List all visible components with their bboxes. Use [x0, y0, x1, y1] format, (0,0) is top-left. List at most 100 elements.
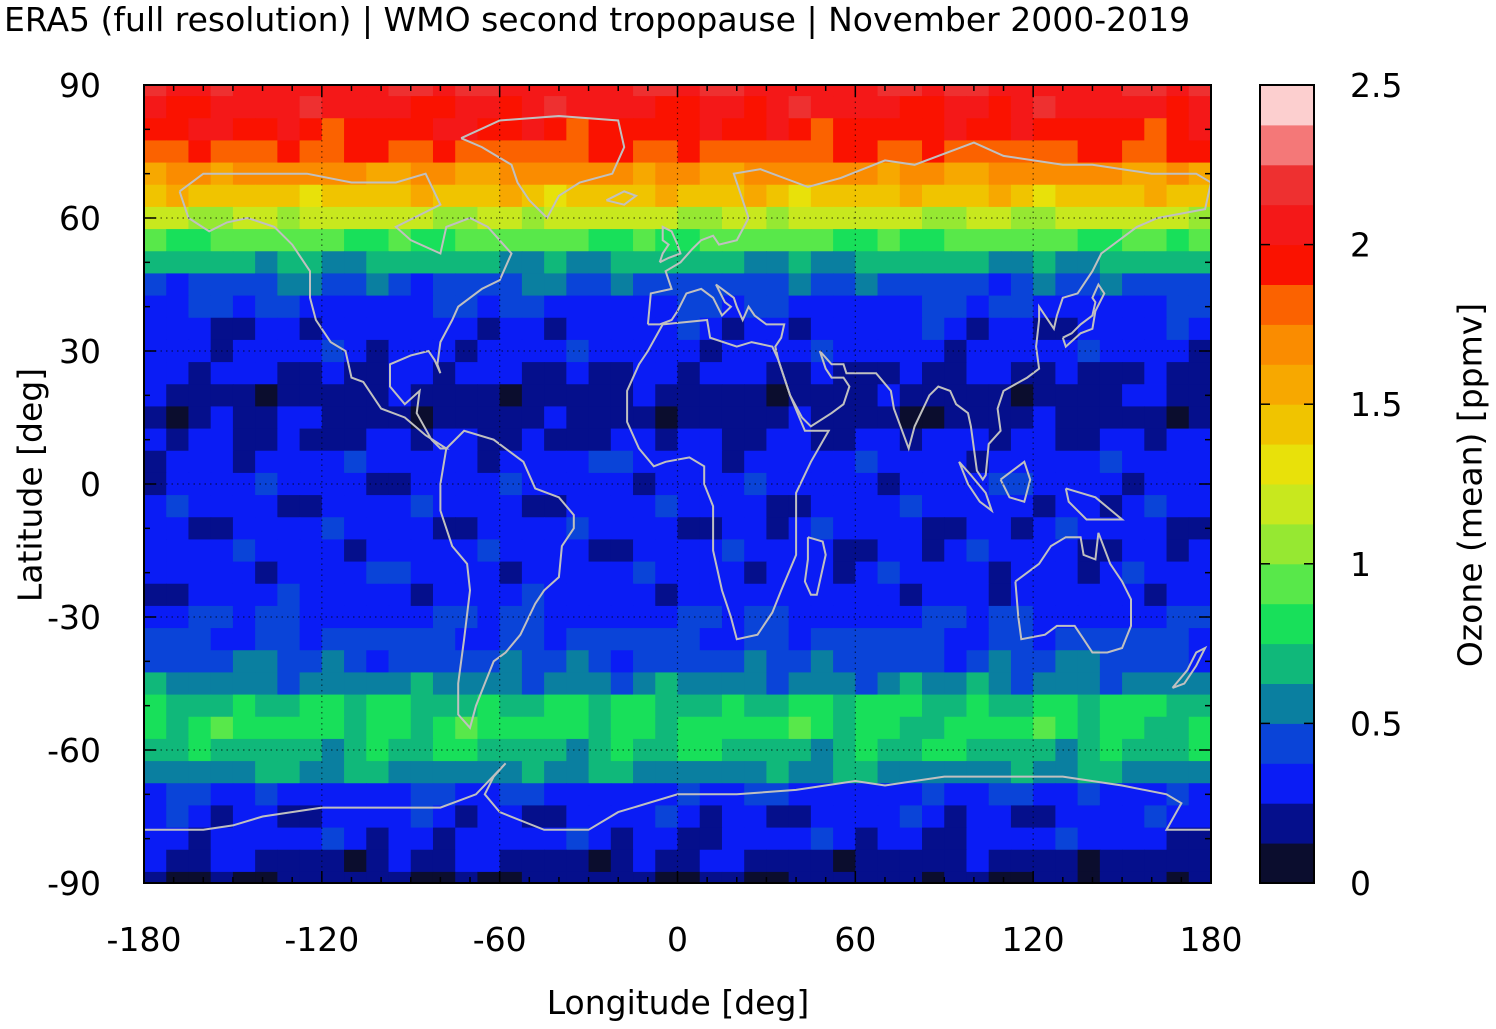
heatmap-cell: [810, 871, 834, 883]
heatmap-cell: [499, 694, 523, 718]
heatmap-cell: [232, 583, 256, 607]
heatmap-cell: [144, 229, 167, 252]
heatmap-cell: [255, 716, 278, 740]
heatmap-cell: [633, 716, 656, 740]
heatmap-cell: [922, 716, 945, 740]
heatmap-cell: [388, 118, 412, 142]
heatmap-cell: [633, 273, 656, 297]
heatmap-cell: [166, 317, 190, 341]
heatmap-cell: [610, 472, 634, 496]
heatmap-cell: [944, 849, 968, 873]
heatmap-cell: [277, 716, 301, 740]
heatmap-cell: [877, 827, 901, 851]
heatmap-cell: [699, 184, 723, 208]
heatmap-cell: [833, 694, 856, 718]
heatmap-cell: [321, 85, 345, 97]
heatmap-cell: [833, 472, 856, 496]
heatmap-cell: [721, 694, 745, 718]
heatmap-cell: [588, 738, 612, 762]
heatmap-cell: [833, 162, 856, 186]
heatmap-cell: [1188, 716, 1211, 740]
heatmap-cell: [144, 251, 167, 275]
heatmap-cell: [588, 583, 612, 607]
heatmap-cell: [388, 317, 412, 341]
heatmap-cell: [521, 406, 545, 430]
heatmap-cell: [344, 783, 367, 807]
heatmap-cell: [677, 428, 701, 452]
heatmap-cell: [721, 140, 745, 164]
heatmap-cell: [677, 295, 701, 319]
heatmap-cell: [210, 362, 234, 385]
heatmap-cell: [566, 96, 590, 119]
heatmap-cell: [610, 162, 634, 186]
heatmap-cell: [1166, 650, 1190, 674]
heatmap-cell: [255, 339, 278, 363]
heatmap-cell: [766, 561, 790, 585]
heatmap-cell: [455, 650, 479, 674]
heatmap-cell: [1077, 85, 1101, 97]
heatmap-cell: [855, 229, 879, 252]
heatmap-cell: [855, 495, 879, 518]
heatmap-cell: [1033, 716, 1056, 740]
heatmap-cell: [1188, 495, 1211, 518]
heatmap-cell: [610, 428, 634, 452]
heatmap-cell: [1055, 162, 1079, 186]
heatmap-cell: [655, 561, 679, 585]
x-axis-label: Longitude [deg]: [546, 983, 810, 1022]
colorbar-tick-label: 2: [1350, 226, 1371, 265]
heatmap-cell: [255, 362, 278, 385]
heatmap-cell: [499, 628, 523, 651]
heatmap-cell: [388, 738, 412, 762]
heatmap-cell: [610, 85, 634, 97]
heatmap-cell: [188, 805, 212, 829]
heatmap-cell: [477, 539, 501, 563]
heatmap-cell: [922, 317, 945, 341]
heatmap-cell: [810, 849, 834, 873]
heatmap-cell: [366, 317, 390, 341]
heatmap-cell: [432, 849, 456, 873]
heatmap-cell: [1144, 672, 1168, 696]
heatmap-cell: [1033, 251, 1056, 275]
heatmap-cell: [1010, 184, 1034, 208]
heatmap-cell: [499, 295, 523, 319]
heatmap-cell: [588, 362, 612, 385]
heatmap-cell: [344, 761, 367, 784]
heatmap-cell: [810, 251, 834, 275]
heatmap-cell: [744, 273, 768, 297]
heatmap-cell: [655, 428, 679, 452]
heatmap-cell: [232, 96, 256, 119]
heatmap-cell: [432, 295, 456, 319]
heatmap-cell: [766, 761, 790, 784]
heatmap-cell: [455, 583, 479, 607]
heatmap-cell: [499, 273, 523, 297]
heatmap-cell: [255, 206, 278, 230]
heatmap-cell: [210, 184, 234, 208]
colorbar-swatch: [1260, 124, 1314, 166]
heatmap-cell: [299, 295, 323, 319]
heatmap-cell: [144, 849, 167, 873]
heatmap-cell: [1144, 96, 1168, 119]
heatmap-cell: [721, 805, 745, 829]
heatmap-cell: [855, 672, 879, 696]
heatmap-cell: [344, 738, 367, 762]
heatmap-cell: [255, 384, 278, 408]
heatmap-cell: [144, 317, 167, 341]
heatmap-cell: [1099, 539, 1123, 563]
heatmap-cell: [210, 495, 234, 518]
heatmap-cell: [1166, 694, 1190, 718]
heatmap-cell: [366, 295, 390, 319]
heatmap-cell: [1166, 871, 1190, 883]
heatmap-cell: [766, 406, 790, 430]
heatmap-cell: [188, 650, 212, 674]
heatmap-cell: [544, 849, 567, 873]
heatmap-cell: [855, 561, 879, 585]
heatmap-cell: [1144, 406, 1168, 430]
heatmap-cell: [1099, 672, 1123, 696]
heatmap-cell: [188, 362, 212, 385]
heatmap-cell: [855, 472, 879, 496]
heatmap-cell: [944, 783, 968, 807]
colorbar-swatch: [1260, 484, 1314, 525]
heatmap-cell: [566, 871, 590, 883]
heatmap-cell: [1055, 118, 1079, 142]
heatmap-cell: [944, 85, 968, 97]
